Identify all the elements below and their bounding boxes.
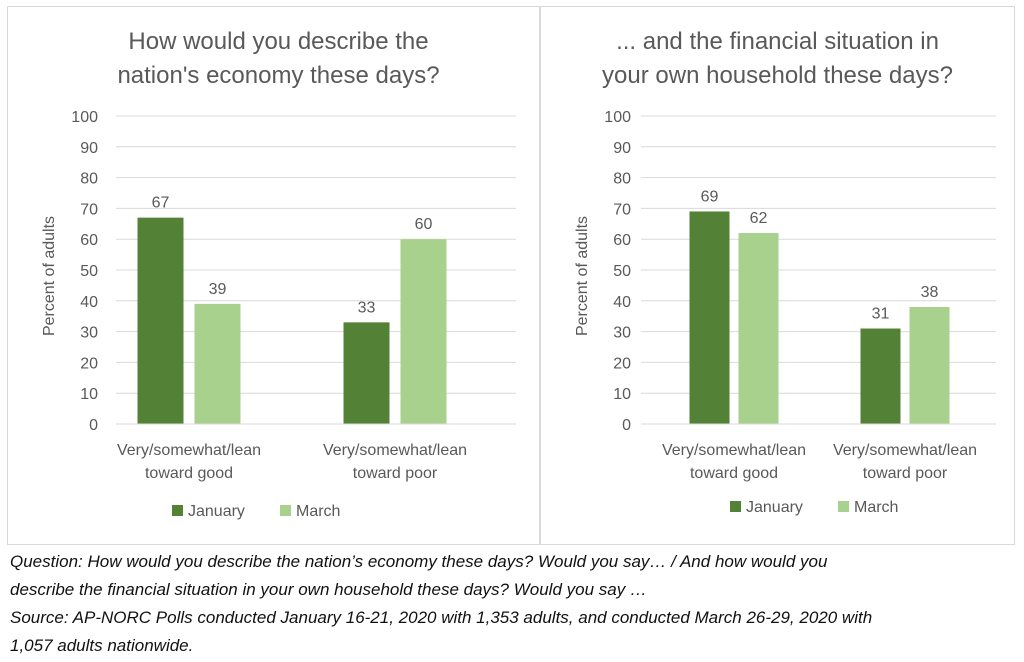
legend-label-january: January	[188, 503, 245, 520]
bar-march-2	[909, 306, 950, 424]
data-label: 67	[152, 195, 170, 212]
y-tick-label: 80	[613, 171, 631, 188]
chart-title-line: your own household these days?	[602, 62, 953, 89]
y-tick-label: 10	[613, 386, 631, 403]
chart-panel-economy: How would you describe the nation's econ…	[7, 6, 540, 545]
x-category-label: Very/somewhat/lean	[662, 442, 806, 459]
y-tick-label: 50	[80, 263, 98, 280]
y-tick-label: 70	[80, 201, 98, 218]
legend-label-march: March	[296, 503, 340, 520]
x-category-label: toward good	[145, 465, 233, 482]
bar-january-2	[860, 328, 901, 424]
legend-swatch-january	[730, 501, 741, 512]
y-tick-label: 100	[604, 109, 631, 126]
y-tick-label: 100	[71, 109, 98, 126]
data-label: 69	[701, 188, 719, 205]
source-note-line: Source: AP-NORC Polls conducted January …	[10, 608, 873, 627]
footnote: Question: How would you describe the nat…	[10, 548, 1015, 660]
y-tick-label: 20	[613, 355, 631, 372]
y-axis-label: Percent of adults	[41, 216, 58, 336]
chart-title-line: How would you describe the	[128, 28, 429, 55]
chart-title-line: ... and the financial situation in	[616, 28, 939, 55]
bar-chart-economy: 0 10 20 30 40 50 60 70 80 90 100 Percent of adults 6…	[41, 109, 516, 520]
y-tick-label: 10	[80, 386, 98, 403]
y-tick-label: 90	[80, 140, 98, 157]
bar-chart-household: 0 10 20 30 40 50 60 70 80 90 100 Percent of adults 6…	[574, 109, 996, 516]
data-label: 39	[209, 281, 227, 298]
y-tick-label: 90	[613, 140, 631, 157]
chart-title: ... and the financial situation in your …	[541, 25, 1014, 93]
legend-swatch-january	[172, 505, 183, 516]
y-tick-label: 30	[80, 325, 98, 342]
y-tick-label: 0	[89, 417, 98, 434]
bar-march-1	[738, 233, 779, 424]
bar-january-2	[343, 322, 390, 424]
data-label: 38	[921, 284, 939, 301]
data-label: 62	[750, 210, 768, 227]
bar-january-1	[689, 211, 730, 424]
legend-label-march: March	[854, 499, 898, 516]
y-tick-label: 20	[80, 355, 98, 372]
legend-swatch-march	[838, 501, 849, 512]
x-category-label: toward poor	[353, 465, 438, 482]
y-tick-label: 50	[613, 263, 631, 280]
y-tick-label: 40	[613, 294, 631, 311]
bar-january-1	[137, 217, 184, 424]
chart-title-line: nation's economy these days?	[117, 62, 440, 89]
question-note-line: Question: How would you describe the nat…	[10, 552, 828, 571]
x-category-label: toward poor	[863, 465, 948, 482]
y-tick-label: 70	[613, 201, 631, 218]
x-category-label: Very/somewhat/lean	[323, 442, 467, 459]
legend-label-january: January	[746, 499, 803, 516]
legend-swatch-march	[280, 505, 291, 516]
y-tick-label: 0	[622, 417, 631, 434]
y-tick-label: 60	[80, 232, 98, 249]
bar-march-2	[400, 239, 447, 424]
x-category-label: toward good	[690, 465, 778, 482]
data-label: 60	[415, 216, 433, 233]
data-label: 31	[872, 306, 890, 323]
y-axis-label: Percent of adults	[574, 216, 591, 336]
y-tick-label: 60	[613, 232, 631, 249]
chart-title: How would you describe the nation's econ…	[8, 25, 539, 93]
data-label: 33	[358, 299, 376, 316]
question-note-line: describe the financial situation in your…	[10, 580, 647, 599]
chart-panel-household: ... and the financial situation in your …	[540, 6, 1015, 545]
bar-march-1	[194, 303, 241, 424]
y-tick-label: 30	[613, 325, 631, 342]
y-tick-label: 80	[80, 171, 98, 188]
x-category-label: Very/somewhat/lean	[117, 442, 261, 459]
source-note-line: 1,057 adults nationwide.	[10, 636, 194, 655]
x-category-label: Very/somewhat/lean	[833, 442, 977, 459]
y-tick-label: 40	[80, 294, 98, 311]
